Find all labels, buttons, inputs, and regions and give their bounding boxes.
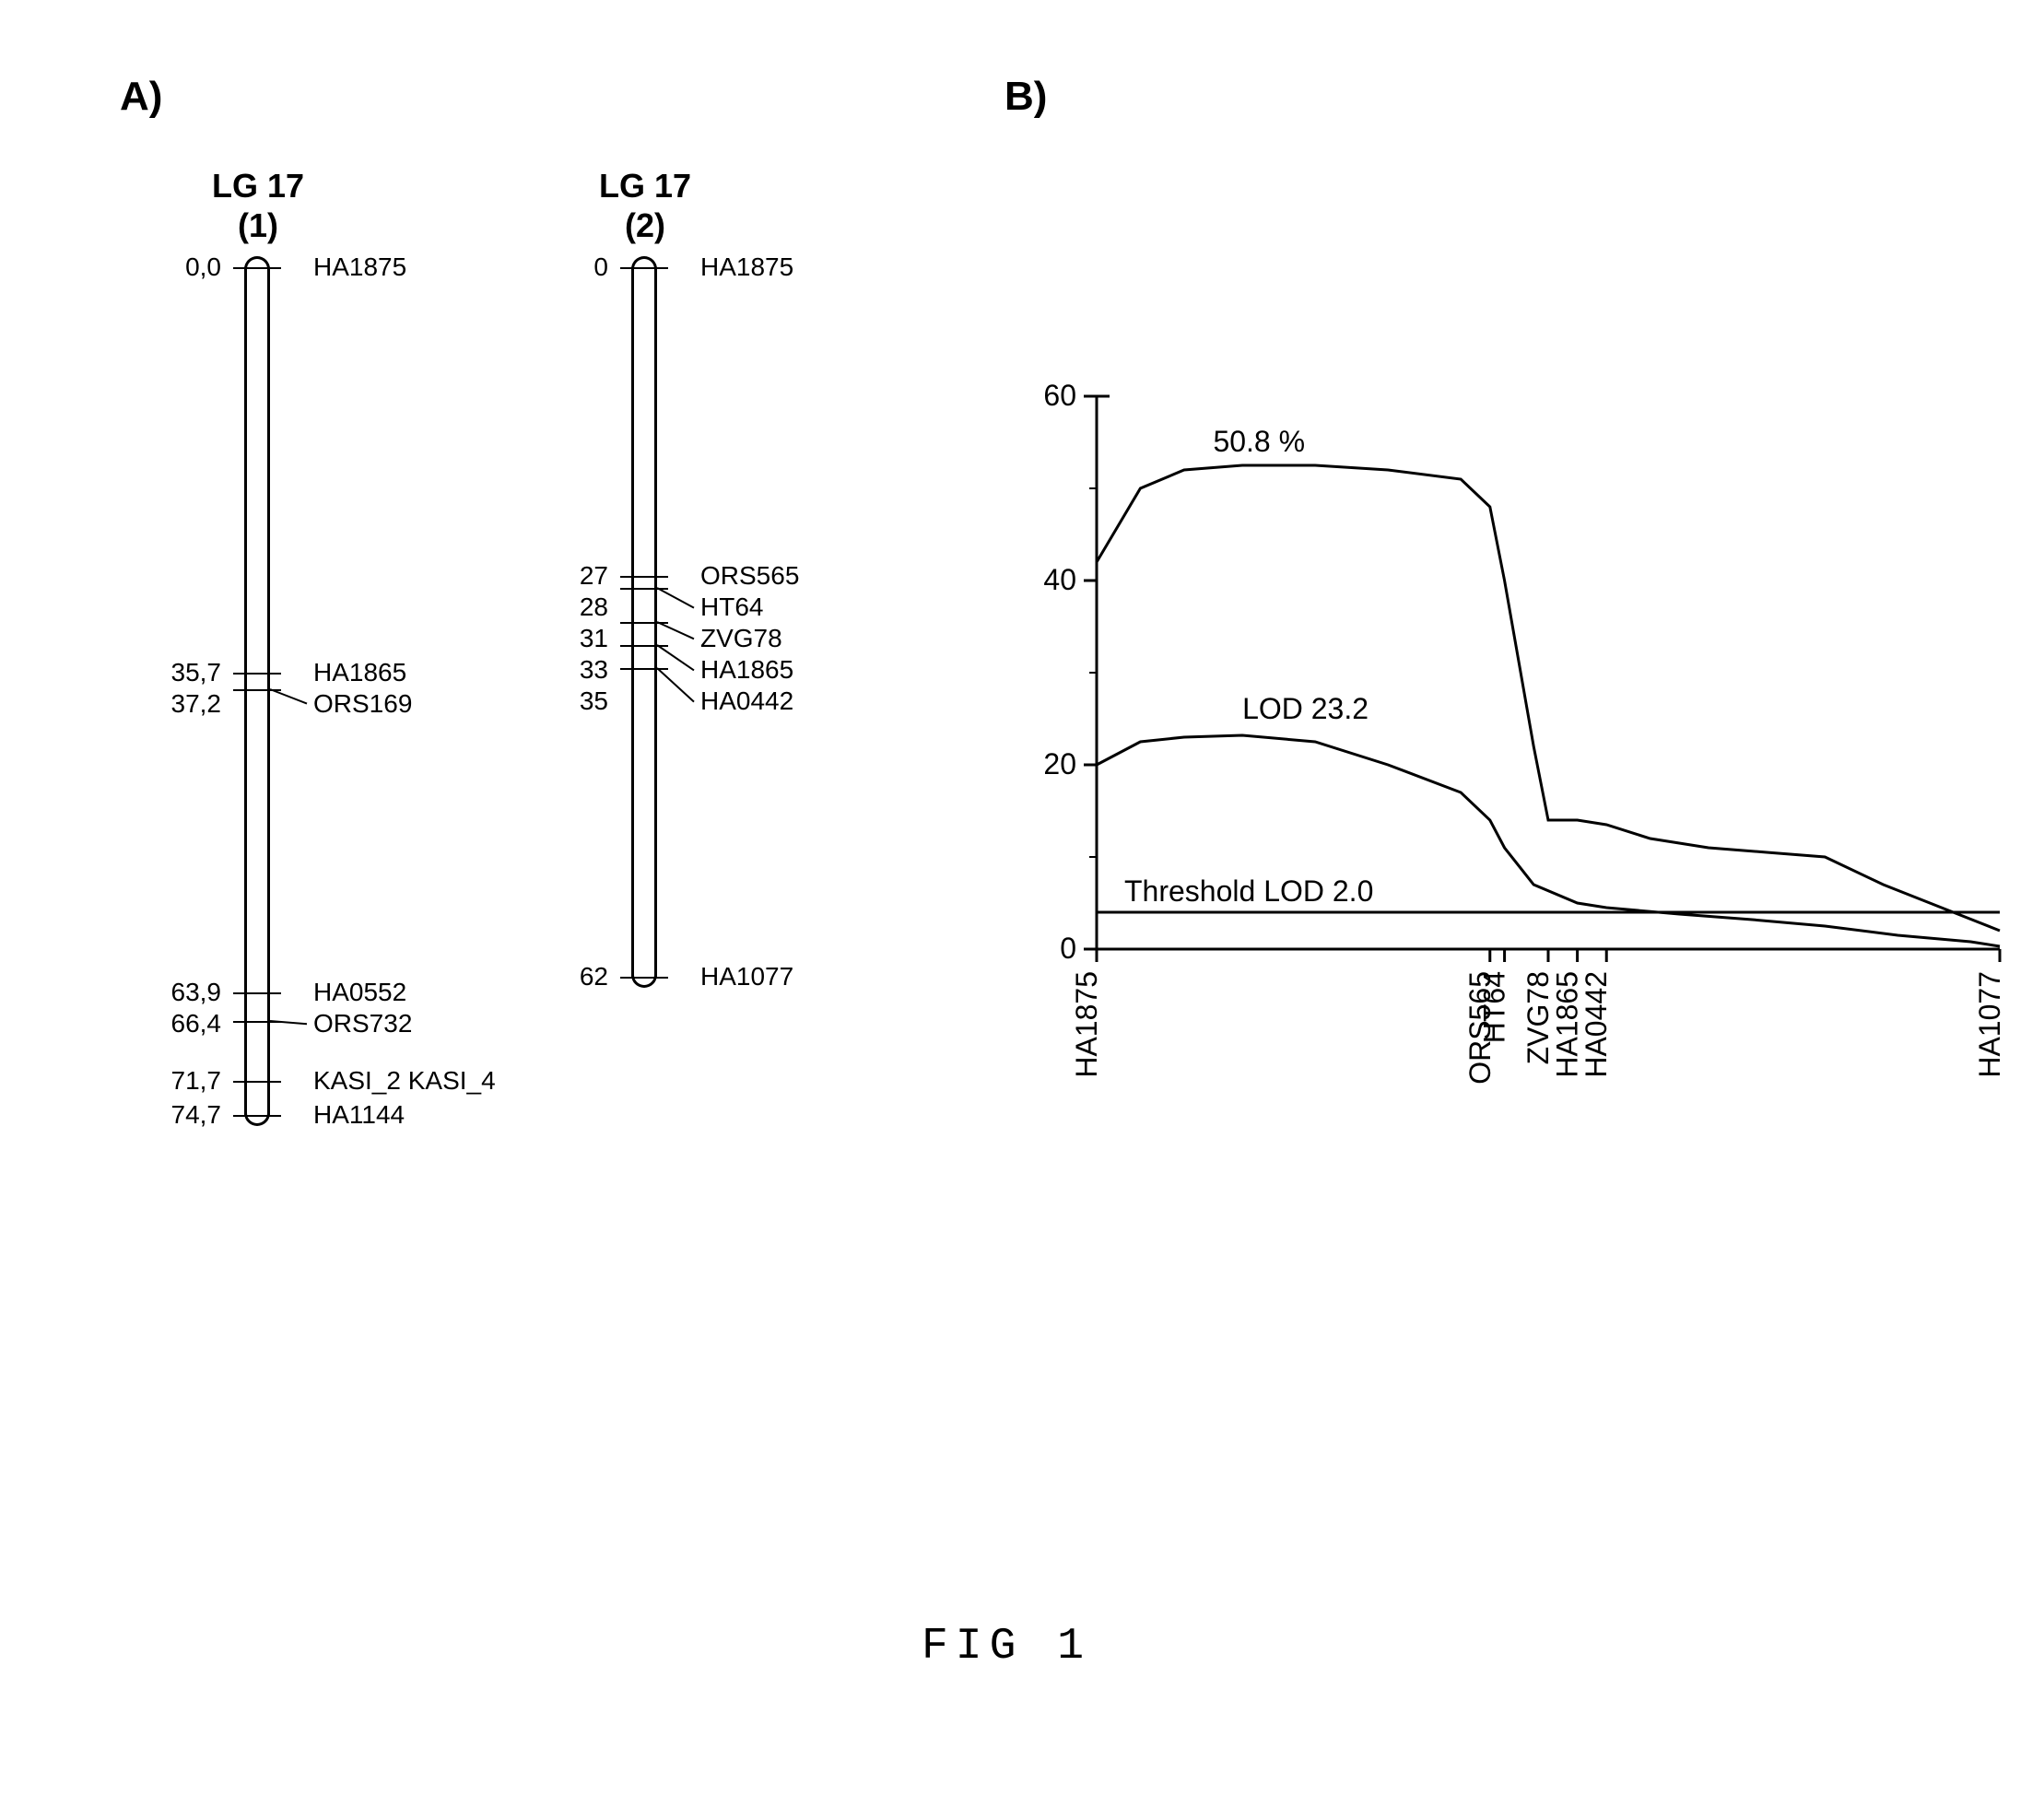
- marker-position: 63,9: [157, 978, 221, 1007]
- marker-name: ORS169: [313, 689, 412, 719]
- marker-name: HA0552: [313, 978, 406, 1007]
- text-element: 60: [1043, 379, 1076, 412]
- threshold-label: Threshold LOD 2.0: [1124, 874, 1373, 908]
- panel-b-label: B): [1004, 74, 1047, 120]
- x-axis-marker-label: HA1865: [1551, 971, 1584, 1078]
- x-axis-marker-label: HT64: [1478, 971, 1511, 1043]
- curve-bottom-label: LOD 23.2: [1242, 692, 1369, 725]
- marker-name: HA0442: [700, 686, 793, 716]
- curve-top-label: 50.8 %: [1213, 425, 1305, 458]
- marker-tick: [233, 992, 281, 994]
- lg1-title-line1: LG 17: [166, 166, 350, 205]
- panel-a-label: A): [120, 74, 162, 120]
- x-axis-marker-label: ZVG78: [1521, 971, 1555, 1064]
- marker-position: 31: [544, 624, 608, 653]
- marker-position: 33: [544, 655, 608, 685]
- lg2-title-line1: LG 17: [553, 166, 737, 205]
- marker-tick: [620, 267, 668, 269]
- marker-name: KASI_2 KASI_4: [313, 1066, 496, 1096]
- x-axis-marker-label: HA0442: [1580, 971, 1613, 1078]
- marker-name: HT64: [700, 592, 763, 622]
- figure-caption: FIG 1: [922, 1622, 1091, 1672]
- text-element: 40: [1043, 563, 1076, 596]
- marker-position: 35,7: [157, 658, 221, 687]
- lg1-title-line2: (1): [166, 205, 350, 245]
- marker-tick: [620, 977, 668, 979]
- marker-position: 71,7: [157, 1066, 221, 1096]
- text-element: 0: [1060, 932, 1076, 965]
- marker-tick: [620, 576, 668, 578]
- x-axis-marker-label: HA1875: [1070, 971, 1103, 1078]
- marker-position: 0: [544, 252, 608, 282]
- marker-position: 62: [544, 962, 608, 991]
- marker-name: ORS732: [313, 1009, 412, 1038]
- marker-name: HA1875: [700, 252, 793, 282]
- marker-position: 74,7: [157, 1100, 221, 1130]
- marker-name: HA1077: [700, 962, 793, 991]
- marker-position: 27: [544, 561, 608, 591]
- marker-tick: [233, 1115, 281, 1117]
- marker-tick: [233, 267, 281, 269]
- marker-name: HA1875: [313, 252, 406, 282]
- marker-name: ORS565: [700, 561, 799, 591]
- text-element: 20: [1043, 747, 1076, 780]
- marker-name: HA1865: [313, 658, 406, 687]
- lod-chart: 0204060HA1875ORS565HT64ZVG78HA1865HA0442…: [1032, 387, 2027, 1124]
- marker-name: HA1144: [313, 1100, 405, 1130]
- marker-position: 28: [544, 592, 608, 622]
- marker-tick: [233, 673, 281, 675]
- curve-lod: [1097, 735, 2000, 946]
- x-axis-marker-label: HA1077: [1973, 971, 2006, 1078]
- curve-variance: [1097, 465, 2000, 931]
- marker-name: ZVG78: [700, 624, 782, 653]
- marker-position: 37,2: [157, 689, 221, 719]
- lg2-title-line2: (2): [553, 205, 737, 245]
- marker-position: 0,0: [157, 252, 221, 282]
- marker-name: HA1865: [700, 655, 793, 685]
- marker-position: 35: [544, 686, 608, 716]
- marker-tick: [233, 1081, 281, 1083]
- marker-position: 66,4: [157, 1009, 221, 1038]
